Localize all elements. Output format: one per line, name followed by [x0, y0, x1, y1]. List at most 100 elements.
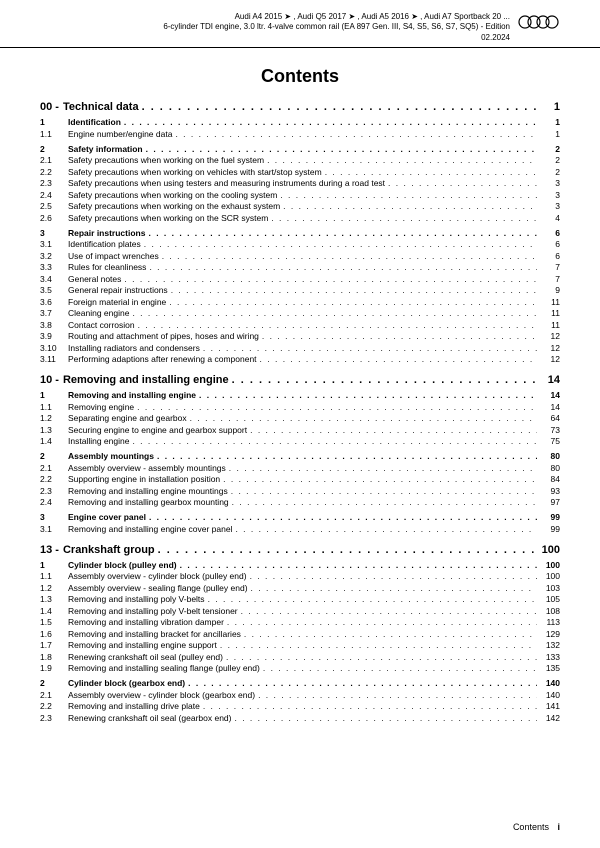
toc-entry-page: 3 [540, 190, 560, 200]
toc-entry-title: Removing and installing bracket for anci… [68, 629, 241, 639]
toc-entry-page: 103 [540, 583, 560, 593]
toc-entry[interactable]: 3.5General repair instructions9 [40, 285, 560, 295]
toc-entry-title: Identification [68, 117, 121, 127]
toc-entry[interactable]: 2.5Safety precautions when working on th… [40, 201, 560, 211]
toc-entry-num: 3.6 [40, 297, 68, 307]
toc-entry[interactable]: 2.3Removing and installing engine mounti… [40, 486, 560, 496]
toc-entry[interactable]: 3.6Foreign material in engine11 [40, 297, 560, 307]
toc-section-title: Technical data [63, 101, 139, 113]
toc-entry[interactable]: 3.11Performing adaptions after renewing … [40, 354, 560, 364]
toc-entry[interactable]: 1.6Removing and installing bracket for a… [40, 629, 560, 639]
toc-dots [223, 474, 537, 484]
toc-entry-page: 2 [540, 167, 560, 177]
toc-entry[interactable]: 3.2Use of impact wrenches6 [40, 251, 560, 261]
toc-entry[interactable]: 1.1Engine number/engine data1 [40, 129, 560, 139]
toc-entry[interactable]: 2.1Safety precautions when working on th… [40, 155, 560, 165]
toc-entry-page: 100 [540, 571, 560, 581]
header-line-3: 02.2024 [40, 33, 510, 43]
toc-entry[interactable]: 1Removing and installing engine14 [40, 390, 560, 400]
toc-entry[interactable]: 1Cylinder block (pulley end)100 [40, 560, 560, 570]
toc-entry[interactable]: 3.9Routing and attachment of pipes, hose… [40, 331, 560, 341]
toc-entry[interactable]: 1.3Securing engine to engine and gearbox… [40, 425, 560, 435]
toc-entry[interactable]: 1.7Removing and installing engine suppor… [40, 640, 560, 650]
toc-entry-title: Removing and installing poly V-belt tens… [68, 606, 238, 616]
toc-entry[interactable]: 2.1Assembly overview - assembly mounting… [40, 463, 560, 473]
toc-entry[interactable]: 1.8Renewing crankshaft oil seal (pulley … [40, 652, 560, 662]
toc-entry-page: 84 [540, 474, 560, 484]
toc-dots [149, 262, 537, 272]
toc-entry[interactable]: 2.2Safety precautions when working on ve… [40, 167, 560, 177]
toc-entry[interactable]: 3.8Contact corrosion11 [40, 320, 560, 330]
toc-dots [146, 144, 537, 154]
toc-entry[interactable]: 1Identification1 [40, 117, 560, 127]
toc-entry[interactable]: 3.1Identification plates6 [40, 239, 560, 249]
toc-entry-num: 1 [40, 390, 68, 400]
toc-entry-page: 73 [540, 425, 560, 435]
toc-entry[interactable]: 1.1Assembly overview - cylinder block (p… [40, 571, 560, 581]
toc-entry[interactable]: 3.7Cleaning engine11 [40, 308, 560, 318]
toc-entry-num: 1 [40, 560, 68, 570]
toc-entry[interactable]: 1.4Removing and installing poly V-belt t… [40, 606, 560, 616]
toc-section-header[interactable]: 00 - Technical data 1 [40, 101, 560, 113]
toc-dots [171, 285, 537, 295]
toc-entry[interactable]: 3.4General notes7 [40, 274, 560, 284]
toc-entry[interactable]: 3.10Installing radiators and condensers1… [40, 343, 560, 353]
toc-entry[interactable]: 2.2Supporting engine in installation pos… [40, 474, 560, 484]
toc-dots [132, 308, 537, 318]
toc-dots [234, 713, 537, 723]
toc-entry-num: 1.4 [40, 436, 68, 446]
toc-entry[interactable]: 1.9Removing and installing sealing flang… [40, 663, 560, 673]
toc-section-num: 00 - [40, 101, 59, 113]
toc-section-header[interactable]: 10 -Removing and installing engine14 [40, 374, 560, 386]
toc-entry[interactable]: 2.4Safety precautions when working on th… [40, 190, 560, 200]
toc-section-page: 1 [540, 101, 560, 113]
toc-entry[interactable]: 2.2Removing and installing drive plate14… [40, 701, 560, 711]
toc-entry-page: 93 [540, 486, 560, 496]
toc-entry[interactable]: 1.1Removing engine14 [40, 402, 560, 412]
toc-dots [258, 690, 537, 700]
toc-dots [263, 663, 537, 673]
toc-dots [271, 213, 537, 223]
toc-entry-page: 108 [540, 606, 560, 616]
toc-entry-page: 3 [540, 178, 560, 188]
toc-section-page: 14 [540, 374, 560, 386]
toc-entry[interactable]: 3Engine cover panel99 [40, 512, 560, 522]
toc-entry-title: Performing adaptions after renewing a co… [68, 354, 257, 364]
toc-entry-title: Removing and installing poly V-belts [68, 594, 205, 604]
toc-entry-title: Safety precautions when working on the S… [68, 213, 268, 223]
toc-entry-num: 2 [40, 451, 68, 461]
toc-entry-title: Assembly overview - cylinder block (pull… [68, 571, 247, 581]
toc-section-header[interactable]: 13 -Crankshaft group100 [40, 544, 560, 556]
toc-entry-page: 1 [540, 117, 560, 127]
toc-entry[interactable]: 1.3Removing and installing poly V-belts1… [40, 594, 560, 604]
toc-entry-title: Supporting engine in installation positi… [68, 474, 220, 484]
toc-entry-title: Removing and installing engine [68, 390, 196, 400]
toc-entry[interactable]: 1.2Assembly overview - sealing flange (p… [40, 583, 560, 593]
toc-entry[interactable]: 3Repair instructions6 [40, 228, 560, 238]
toc-entry-title: Contact corrosion [68, 320, 135, 330]
toc-dots [262, 331, 537, 341]
toc-dots [260, 354, 537, 364]
toc-entry[interactable]: 3.3Rules for cleanliness7 [40, 262, 560, 272]
toc-entry[interactable]: 2.1Assembly overview - cylinder block (g… [40, 690, 560, 700]
toc-entry[interactable]: 1.2Separating engine and gearbox64 [40, 413, 560, 423]
toc-entry[interactable]: 2.4Removing and installing gearbox mount… [40, 497, 560, 507]
toc-entry[interactable]: 1.4Installing engine75 [40, 436, 560, 446]
toc-entry-num: 3.3 [40, 262, 68, 272]
toc-entry[interactable]: 2.3Renewing crankshaft oil seal (gearbox… [40, 713, 560, 723]
toc-entry[interactable]: 2Cylinder block (gearbox end)140 [40, 678, 560, 688]
page-footer: Contents i [513, 822, 560, 832]
toc-dots [203, 343, 537, 353]
toc-entry[interactable]: 2.3Safety precautions when using testers… [40, 178, 560, 188]
toc-dots [124, 117, 537, 127]
toc-dots [388, 178, 537, 188]
toc-dots [208, 594, 537, 604]
toc-entry[interactable]: 1.5Removing and installing vibration dam… [40, 617, 560, 627]
toc-entry[interactable]: 2.6Safety precautions when working on th… [40, 213, 560, 223]
toc-entry-title: Safety precautions when working on vehic… [68, 167, 322, 177]
toc-entry-title: Securing engine to engine and gearbox su… [68, 425, 247, 435]
toc-entry[interactable]: 2Assembly mountings80 [40, 451, 560, 461]
toc-entry[interactable]: 2Safety information2 [40, 144, 560, 154]
toc-section-title: Crankshaft group [63, 544, 155, 556]
toc-entry[interactable]: 3.1Removing and installing engine cover … [40, 524, 560, 534]
